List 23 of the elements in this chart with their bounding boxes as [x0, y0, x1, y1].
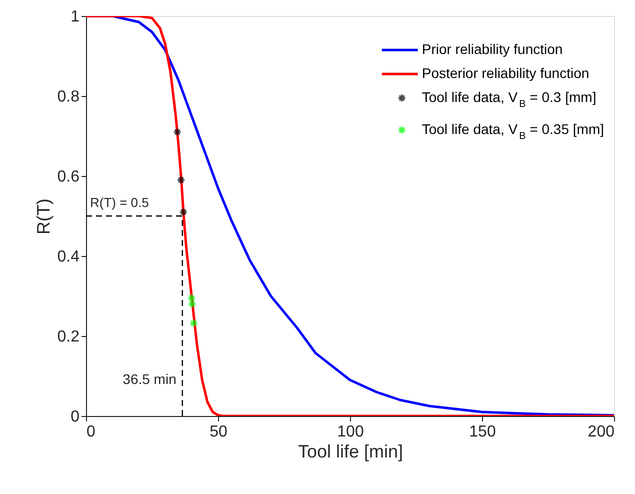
x-tick-label: 0	[86, 424, 96, 440]
x-tick-label: 100	[337, 424, 364, 440]
y-tick-label: 0.6	[57, 168, 80, 186]
point	[173, 128, 182, 136]
ref-line-label: R(T) = 0.5	[90, 195, 149, 210]
y-axis-title: R(T)	[33, 198, 54, 234]
point	[187, 294, 196, 302]
x-axis-title: Tool life [min]	[298, 442, 404, 462]
x-tick-label: 50	[210, 424, 228, 440]
x-tick-label: 200	[588, 424, 615, 440]
legend-label: Prior reliability function	[422, 41, 563, 57]
legend-label: Posterior reliability function	[422, 65, 590, 81]
point	[189, 318, 198, 328]
y-tick-label: 0	[70, 408, 80, 426]
y-tick-label: 0.4	[57, 248, 80, 266]
ref-line-label: 36.5 min	[122, 371, 176, 387]
y-tick-label: 0.2	[57, 328, 80, 346]
y-tick-label: 1	[70, 8, 80, 26]
point	[188, 300, 196, 308]
y-tick-label: 0.8	[57, 88, 80, 106]
x-tick-label: 150	[469, 424, 496, 440]
point	[179, 208, 188, 216]
point	[176, 176, 186, 184]
